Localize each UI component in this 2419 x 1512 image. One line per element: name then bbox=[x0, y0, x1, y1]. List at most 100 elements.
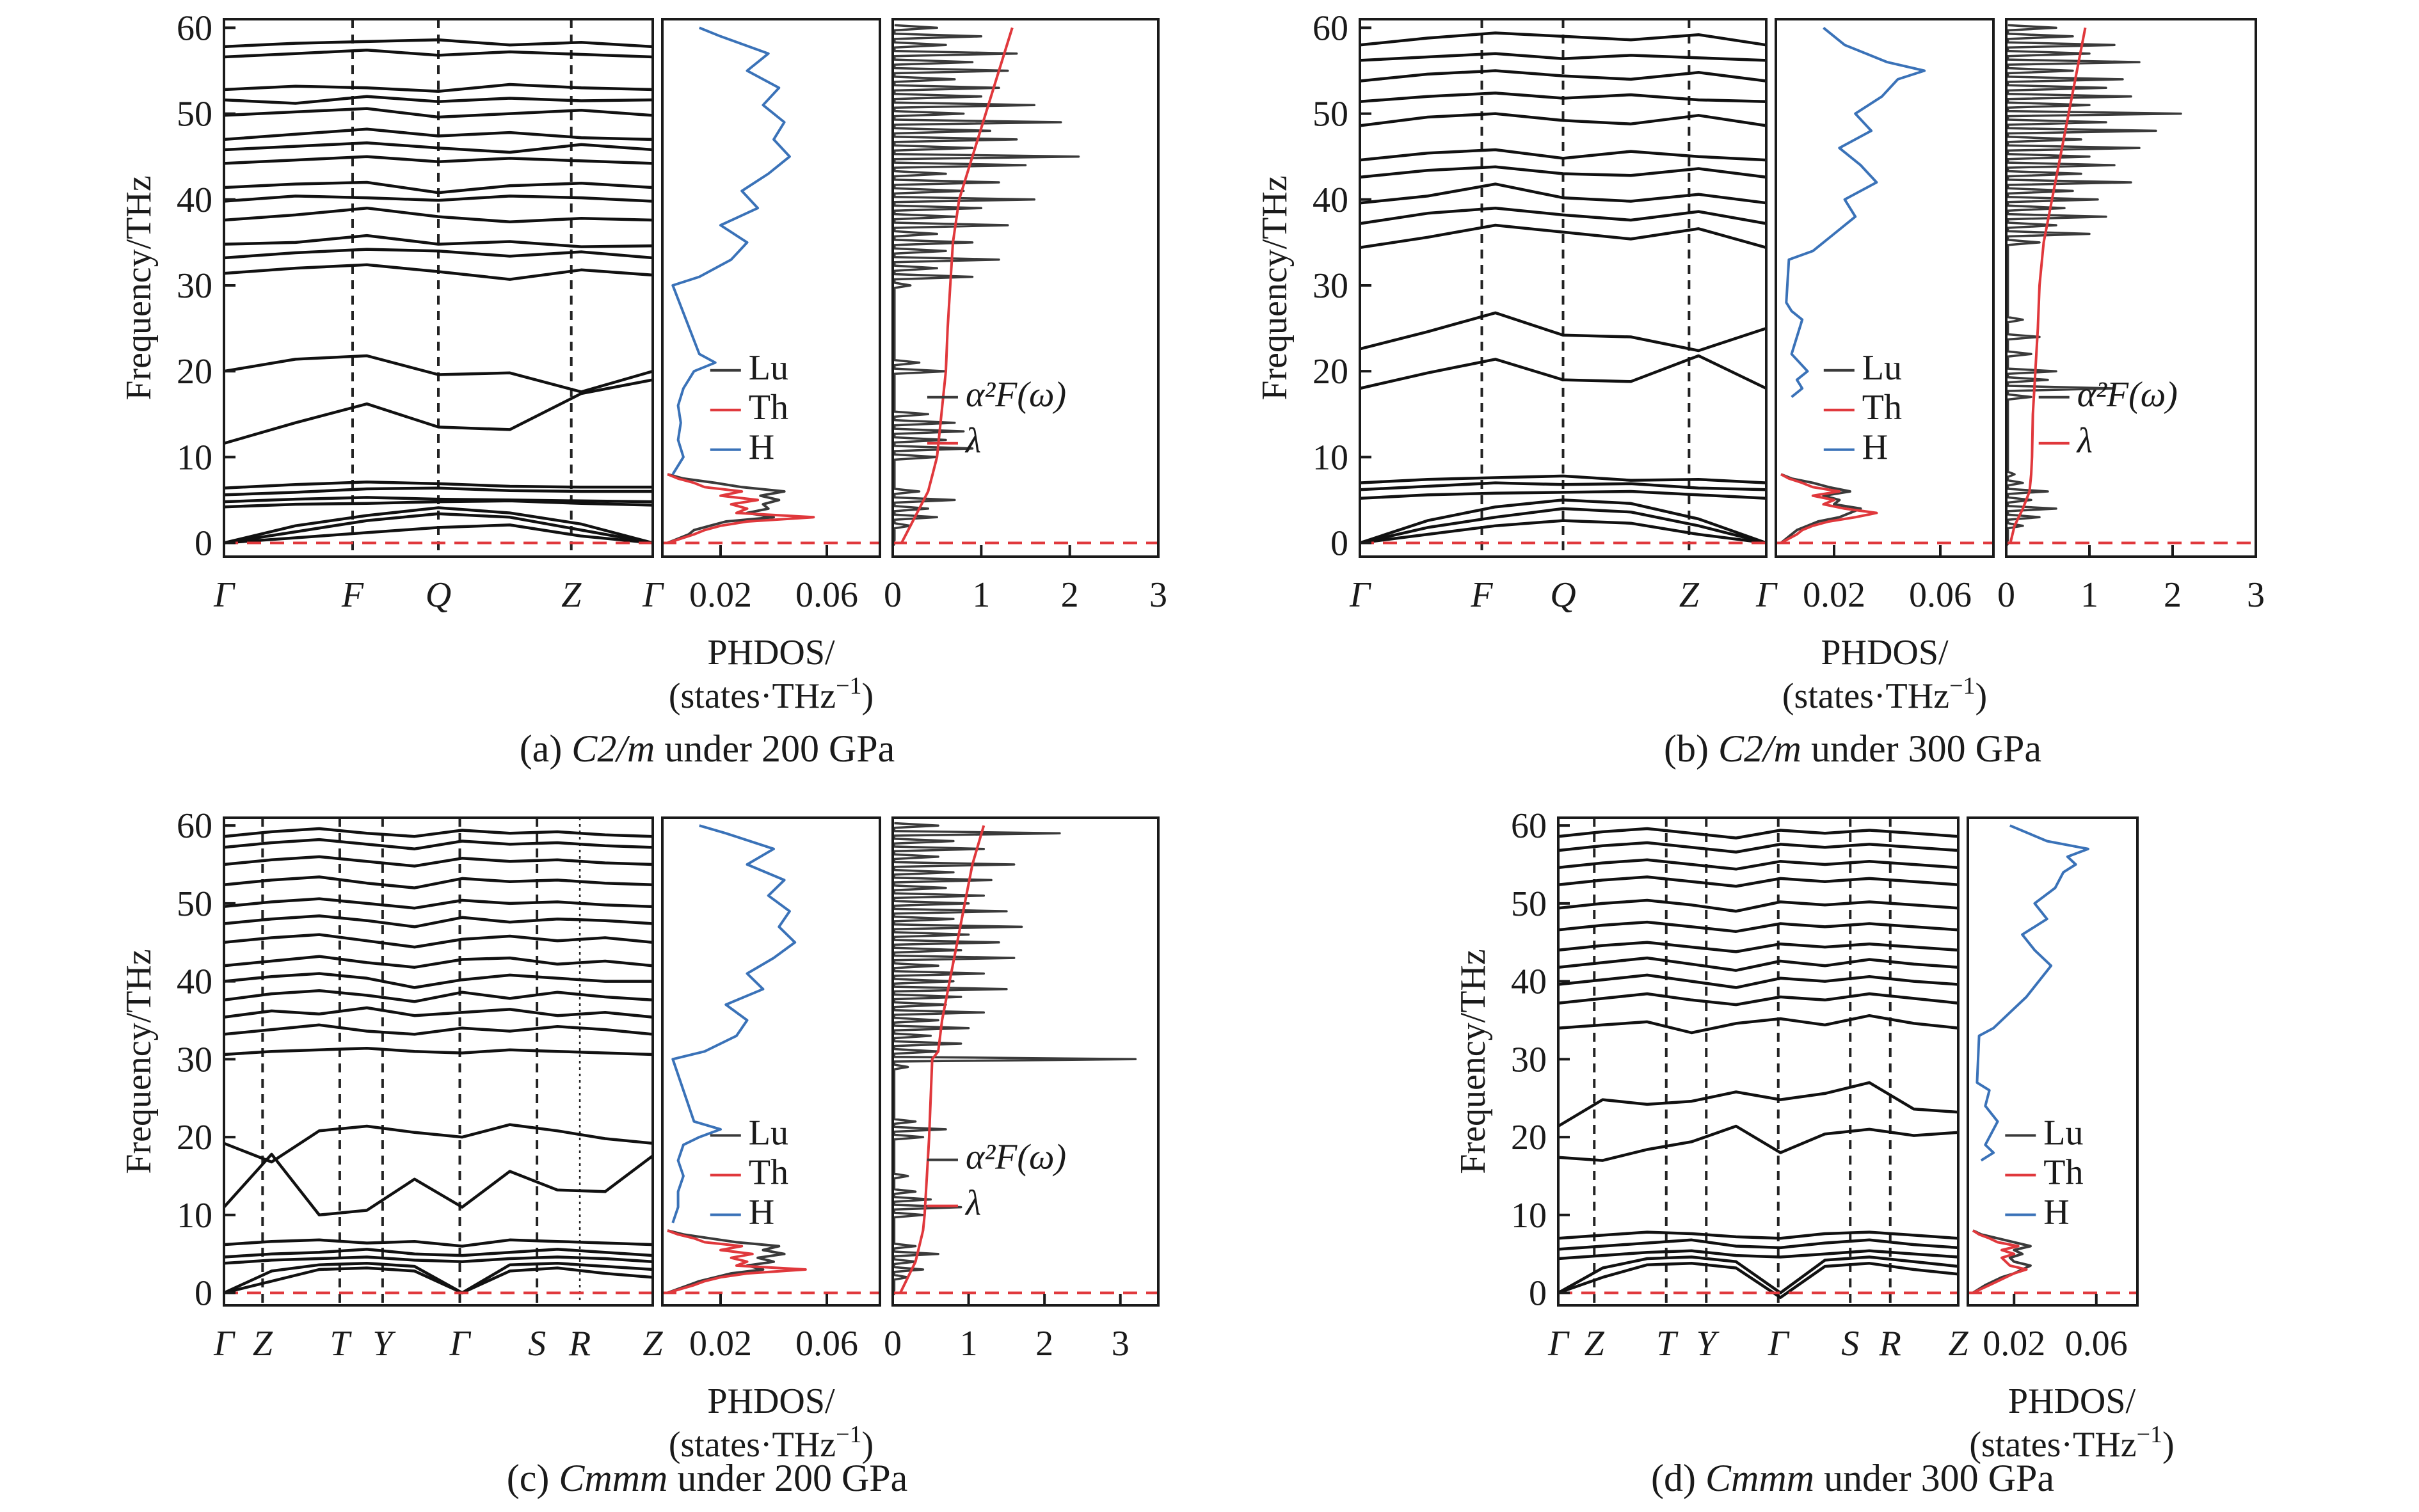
kpoint-label: T bbox=[1656, 1324, 1679, 1364]
phdos-curve-h bbox=[1976, 824, 2089, 1162]
x-tick-label: 0.02 bbox=[1983, 1324, 2045, 1364]
x-tick-label: 2 bbox=[1061, 575, 1079, 615]
y-tick-label: 40 bbox=[177, 180, 212, 220]
phonon-band bbox=[1558, 827, 1959, 840]
y-tick-label: 10 bbox=[1313, 438, 1348, 477]
phonon-band bbox=[1359, 206, 1767, 225]
y-tick-label: 50 bbox=[1511, 884, 1547, 924]
kpoint-label: Γ bbox=[642, 575, 664, 615]
kpoint-label: Z bbox=[1948, 1324, 1968, 1364]
kpoint-label: Z bbox=[253, 1324, 273, 1364]
phonon-band bbox=[223, 1248, 653, 1259]
eliashberg-panel: 0 1 2 3 α²F(ω) λ bbox=[884, 816, 1160, 1364]
phonon-band bbox=[1359, 519, 1767, 545]
kpoint-label: S bbox=[1841, 1324, 1859, 1364]
kpoint-label: Γ bbox=[1768, 1324, 1790, 1364]
y-axis-label: Frequency/THz bbox=[119, 175, 159, 400]
y-tick-label: 60 bbox=[177, 806, 212, 846]
phonon-band bbox=[1558, 1249, 1959, 1261]
x-tick-label: 3 bbox=[1112, 1324, 1130, 1364]
x-tick-label: 1 bbox=[972, 575, 990, 615]
phdos-curve-th bbox=[667, 473, 815, 545]
caption-prefix: (b) bbox=[1664, 728, 1718, 770]
lambda-curve bbox=[899, 825, 986, 1294]
phonon-band bbox=[1359, 148, 1767, 162]
phonon-band bbox=[223, 989, 653, 1003]
caption-phase: C2/m bbox=[1718, 728, 1801, 770]
panel-caption: (b) C2/m under 300 GPa bbox=[1664, 728, 2041, 770]
phdos-unit-text: (states·THz bbox=[669, 676, 836, 716]
phdos-unit-close: ) bbox=[862, 1425, 874, 1465]
phonon-band bbox=[1359, 223, 1767, 250]
phdos-frame bbox=[1775, 18, 1995, 558]
phonon-band bbox=[223, 512, 653, 545]
phdos-unit-sup: −1 bbox=[2137, 1421, 2162, 1448]
x-tick-label: 2 bbox=[2164, 575, 2182, 615]
y-tick-label: 60 bbox=[177, 8, 212, 48]
phonon-band bbox=[1558, 941, 1959, 953]
y-tick-label: 60 bbox=[1511, 806, 1547, 846]
y-tick-label: 0 bbox=[195, 1274, 212, 1314]
y-tick-label: 50 bbox=[177, 95, 212, 134]
phonon-band bbox=[1359, 69, 1767, 83]
legend-label-h: H bbox=[1862, 427, 1888, 467]
phonon-band bbox=[223, 955, 653, 969]
phdos-axis-unit: (states·THz−1) bbox=[669, 672, 874, 716]
phonon-band bbox=[1558, 992, 1959, 1007]
caption-prefix: (a) bbox=[520, 728, 572, 770]
phonon-band bbox=[223, 972, 653, 989]
phdos-axis-label: PHDOS/ bbox=[707, 1381, 835, 1421]
phdos-unit-text: (states·THz bbox=[1969, 1425, 2136, 1465]
legend-label-th: Th bbox=[1862, 388, 1902, 427]
caption-phase: Cmmm bbox=[1705, 1457, 1814, 1499]
phonon-band bbox=[1558, 1238, 1959, 1251]
y-tick-label: 30 bbox=[1511, 1040, 1547, 1079]
phonon-band bbox=[223, 1123, 653, 1164]
phonon-band bbox=[1558, 1014, 1959, 1035]
x-tick-label: 0.06 bbox=[795, 1324, 858, 1364]
phdos-axis-label: PHDOS/ bbox=[2008, 1381, 2136, 1421]
y-tick-label: 50 bbox=[1313, 95, 1348, 134]
phonon-band bbox=[223, 180, 653, 195]
y-tick-label: 10 bbox=[1511, 1196, 1547, 1236]
eliashberg-frame bbox=[891, 816, 1160, 1307]
phonon-band bbox=[223, 855, 653, 868]
phonon-band bbox=[1557, 1255, 1959, 1294]
phonon-band bbox=[1558, 1124, 1959, 1162]
phdos-curve-lu bbox=[667, 1229, 786, 1294]
phdos-curve-lu bbox=[1780, 473, 1862, 545]
kpoint-label: Y bbox=[372, 1324, 396, 1364]
phonon-band bbox=[1359, 112, 1767, 127]
panel-caption: (d) Cmmm under 300 GPa bbox=[1651, 1457, 2054, 1499]
phdos-axis-unit: (states·THz−1) bbox=[669, 1421, 874, 1465]
a2f-curve bbox=[2005, 24, 2182, 546]
y-axis-label: Frequency/THz bbox=[1255, 175, 1295, 400]
phonon-band bbox=[223, 1266, 653, 1294]
legend-label-lambda: λ bbox=[964, 1184, 981, 1223]
x-tick-label: 3 bbox=[1149, 575, 1167, 615]
x-tick-label: 3 bbox=[2247, 575, 2265, 615]
dispersion-frame bbox=[223, 816, 654, 1307]
dispersion-panel: 0 10 20 30 40 50 60 Γ F Q Z Γ Frequency/THz bbox=[119, 8, 664, 615]
phonon-band bbox=[1359, 182, 1767, 205]
caption-prefix: (d) bbox=[1651, 1457, 1705, 1499]
phonon-band bbox=[1558, 1262, 1959, 1300]
y-tick-label: 10 bbox=[177, 438, 212, 477]
eliashberg-panel: 0 1 2 3 α²F(ω) λ bbox=[1997, 18, 2265, 615]
phonon-band bbox=[1359, 354, 1767, 390]
kpoint-label: S bbox=[528, 1324, 546, 1364]
phonon-band bbox=[223, 206, 653, 223]
kpoint-label: F bbox=[341, 575, 364, 615]
phonon-band bbox=[1359, 474, 1767, 484]
y-tick-label: 40 bbox=[177, 962, 212, 1002]
legend-label-lu: Lu bbox=[1862, 348, 1902, 388]
phdos-axis-label: PHDOS/ bbox=[1821, 633, 1949, 672]
phonon-band bbox=[223, 897, 653, 910]
kpoint-label: Z bbox=[643, 1324, 663, 1364]
phonon-band bbox=[223, 1023, 653, 1036]
